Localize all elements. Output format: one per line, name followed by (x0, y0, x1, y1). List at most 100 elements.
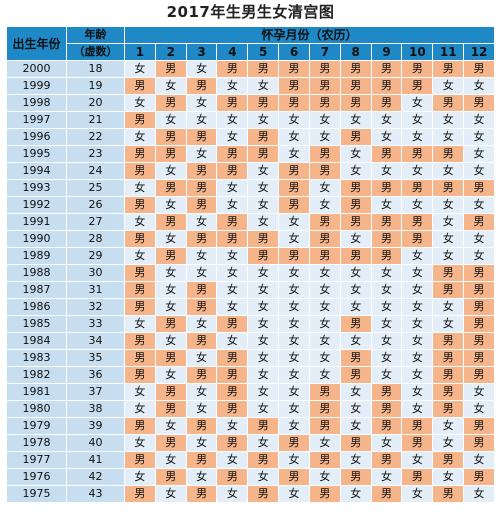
year-cell: 1981 (6, 383, 67, 401)
gender-cell: 女 (124, 213, 156, 231)
gender-cell: 女 (308, 468, 341, 486)
gender-cell: 男 (124, 298, 156, 316)
year-cell: 1992 (6, 196, 67, 214)
gender-cell: 女 (278, 145, 310, 163)
year-cell: 1975 (6, 485, 67, 503)
year-cell: 1987 (6, 281, 67, 299)
gender-cell: 男 (339, 213, 372, 231)
year-cell: 1990 (6, 230, 67, 248)
gender-cell: 女 (278, 264, 310, 282)
gender-cell: 女 (432, 247, 465, 265)
gender-cell: 女 (339, 485, 372, 503)
gender-cell: 男 (463, 468, 495, 486)
gender-cell: 女 (278, 383, 310, 401)
gender-cell: 女 (154, 196, 187, 214)
gender-cell: 男 (216, 145, 249, 163)
gender-cell: 男 (339, 315, 372, 333)
gender-cell: 男 (185, 281, 218, 299)
gender-cell: 女 (308, 434, 341, 452)
table-row: 1984 34 男女男女女女女女女女男男 (6, 332, 495, 350)
gender-cell: 男 (216, 162, 249, 180)
age-cell: 24 (66, 162, 125, 180)
year-cell: 2000 (6, 60, 67, 78)
gender-cell: 男 (308, 94, 341, 112)
gender-cell: 男 (432, 485, 465, 503)
gender-cell: 男 (185, 332, 218, 350)
gender-cell: 女 (216, 179, 249, 197)
gender-cell: 女 (278, 315, 310, 333)
gender-cell: 男 (463, 332, 495, 350)
table-row: 1991 27 女男女男女女男男男男女男 (6, 213, 495, 231)
gender-cell: 男 (185, 77, 218, 95)
gender-cell: 男 (339, 77, 372, 95)
gender-cell: 男 (463, 281, 495, 299)
gender-cell: 女 (185, 434, 218, 452)
gender-cell: 女 (432, 468, 465, 486)
gender-cell: 男 (154, 128, 187, 146)
gender-cell: 女 (432, 434, 465, 452)
gender-cell: 女 (401, 332, 434, 350)
year-cell: 1995 (6, 145, 67, 163)
gender-cell: 男 (216, 468, 249, 486)
gender-cell: 男 (247, 485, 280, 503)
gender-cell: 女 (401, 315, 434, 333)
age-cell: 32 (66, 298, 125, 316)
gender-cell: 女 (278, 417, 310, 435)
gender-cell: 女 (401, 281, 434, 299)
table-row: 1986 32 男女男女女女女女女女女男 (6, 298, 495, 316)
table-row: 1979 39 男女男女男女男女男男女男 (6, 417, 495, 435)
month-header: 2 (154, 43, 187, 61)
table-row: 1980 38 女男女男女女男女男女男女 (6, 400, 495, 418)
year-cell: 1991 (6, 213, 67, 231)
gender-cell: 男 (339, 366, 372, 384)
gender-cell: 男 (185, 179, 218, 197)
gender-cell: 男 (308, 247, 341, 265)
gender-cell: 男 (216, 434, 249, 452)
gender-cell: 女 (278, 128, 310, 146)
gender-cell: 女 (339, 417, 372, 435)
age-cell: 39 (66, 417, 125, 435)
gender-cell: 女 (308, 366, 341, 384)
gender-cell: 男 (370, 247, 403, 265)
gender-cell: 男 (463, 179, 495, 197)
gender-cell: 女 (432, 315, 465, 333)
year-header: 出生年份 (6, 26, 67, 61)
gender-cell: 男 (463, 264, 495, 282)
gender-cell: 男 (401, 417, 434, 435)
gender-cell: 女 (308, 128, 341, 146)
table-row: 2000 18 女男女男男男男男男男男男 (6, 60, 495, 78)
gender-cell: 女 (278, 230, 310, 248)
gender-cell: 女 (401, 196, 434, 214)
gender-cell: 男 (401, 60, 434, 78)
gender-cell: 女 (432, 196, 465, 214)
gender-cell: 男 (401, 230, 434, 248)
gender-cell: 男 (154, 349, 187, 367)
gender-cell: 女 (339, 281, 372, 299)
header-row-2: （虚数） 1 2 3 4 5 6 7 8 9 10 11 12 (7, 43, 495, 61)
gender-cell: 男 (432, 179, 465, 197)
gender-cell: 女 (401, 451, 434, 469)
age-cell: 33 (66, 315, 125, 333)
age-cell: 40 (66, 434, 125, 452)
gender-cell: 男 (463, 366, 495, 384)
gender-cell: 女 (124, 247, 156, 265)
gender-cell: 男 (278, 94, 310, 112)
gender-cell: 女 (216, 332, 249, 350)
gender-cell: 女 (308, 349, 341, 367)
gender-cell: 男 (124, 366, 156, 384)
gender-cell: 女 (278, 349, 310, 367)
gender-cell: 男 (308, 162, 341, 180)
gender-cell: 男 (308, 60, 341, 78)
gender-cell: 男 (278, 196, 310, 214)
gender-cell: 女 (401, 128, 434, 146)
gender-cell: 女 (463, 162, 495, 180)
page-title: 2017年生男生女清宫图 (166, 3, 335, 21)
age-cell: 42 (66, 468, 125, 486)
gender-cell: 女 (308, 315, 341, 333)
table-row: 1987 31 男女男女女女女女女女男男 (6, 281, 495, 299)
gender-cell: 女 (216, 451, 249, 469)
gender-cell: 女 (154, 77, 187, 95)
gender-cell: 男 (154, 145, 187, 163)
gender-cell: 男 (432, 349, 465, 367)
gender-cell: 女 (216, 298, 249, 316)
